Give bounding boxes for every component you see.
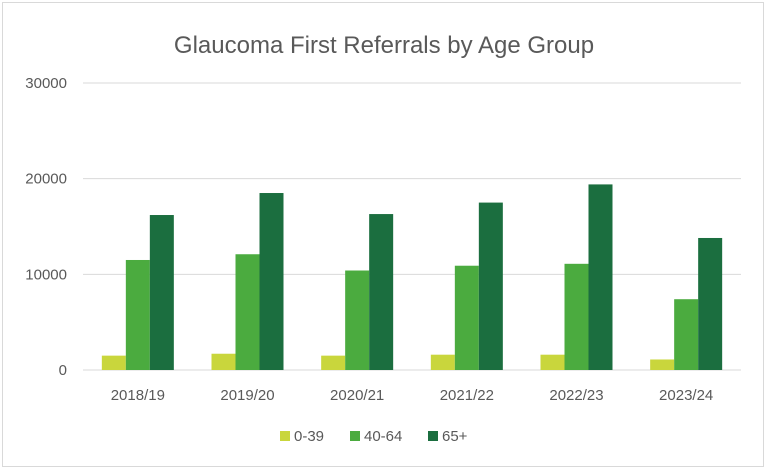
legend-label-65+: 65+ — [442, 428, 468, 445]
x-tick-label-2: 2020/21 — [330, 387, 384, 404]
legend-swatch-0-39 — [280, 431, 290, 441]
bar-0-39-2019/20 — [211, 353, 236, 370]
x-tick-label-0: 2018/19 — [111, 387, 165, 404]
legend-label-0-39: 0-39 — [294, 428, 324, 445]
bar-0-39-2023/24 — [650, 359, 675, 370]
chart-frame: Glaucoma First Referrals by Age Group 0 1… — [2, 2, 764, 467]
bar-40-64-2023/24 — [674, 299, 699, 370]
bar-40-64-2021/22 — [454, 265, 479, 370]
y-tick-label-3: 30000 — [25, 75, 67, 92]
bar-0-39-2018/19 — [101, 355, 126, 370]
grid-lines — [83, 82, 741, 371]
bar-40-64-2022/23 — [564, 263, 589, 370]
bar-65+-2019/20 — [259, 193, 284, 370]
bar-65+-2020/21 — [369, 214, 394, 370]
bar-0-39-2020/21 — [321, 355, 346, 370]
bar-0-39-2021/22 — [430, 354, 455, 370]
y-tick-label-1: 10000 — [25, 266, 67, 283]
bar-65+-2023/24 — [698, 237, 723, 370]
bar-65+-2022/23 — [588, 184, 613, 370]
chart-title: Glaucoma First Referrals by Age Group — [174, 32, 594, 59]
bar-40-64-2020/21 — [345, 270, 370, 370]
x-tick-label-5: 2023/24 — [659, 387, 713, 404]
y-tick-label-2: 20000 — [25, 171, 67, 188]
x-axis-ticks: 2018/19 2019/20 2020/21 2021/22 2022/23 2023/… — [111, 387, 714, 404]
bar-65+-2021/22 — [478, 202, 503, 370]
x-tick-label-4: 2022/23 — [549, 387, 603, 404]
y-axis-ticks: 0 10000 20000 30000 — [25, 75, 67, 379]
bar-40-64-2018/19 — [125, 259, 150, 370]
chart-svg: Glaucoma First Referrals by Age Group 0 1… — [25, 32, 741, 445]
x-tick-label-3: 2021/22 — [440, 387, 494, 404]
bar-0-39-2022/23 — [540, 354, 565, 370]
bars — [101, 184, 723, 370]
bar-65+-2018/19 — [149, 215, 174, 370]
x-tick-label-1: 2019/20 — [220, 387, 274, 404]
bar-40-64-2019/20 — [235, 254, 260, 370]
legend-swatch-40-64 — [350, 431, 360, 441]
legend-swatch-65+ — [428, 431, 438, 441]
y-tick-label-0: 0 — [59, 362, 67, 379]
legend: 0-39 40-64 65+ — [280, 428, 468, 445]
legend-label-40-64: 40-64 — [364, 428, 402, 445]
